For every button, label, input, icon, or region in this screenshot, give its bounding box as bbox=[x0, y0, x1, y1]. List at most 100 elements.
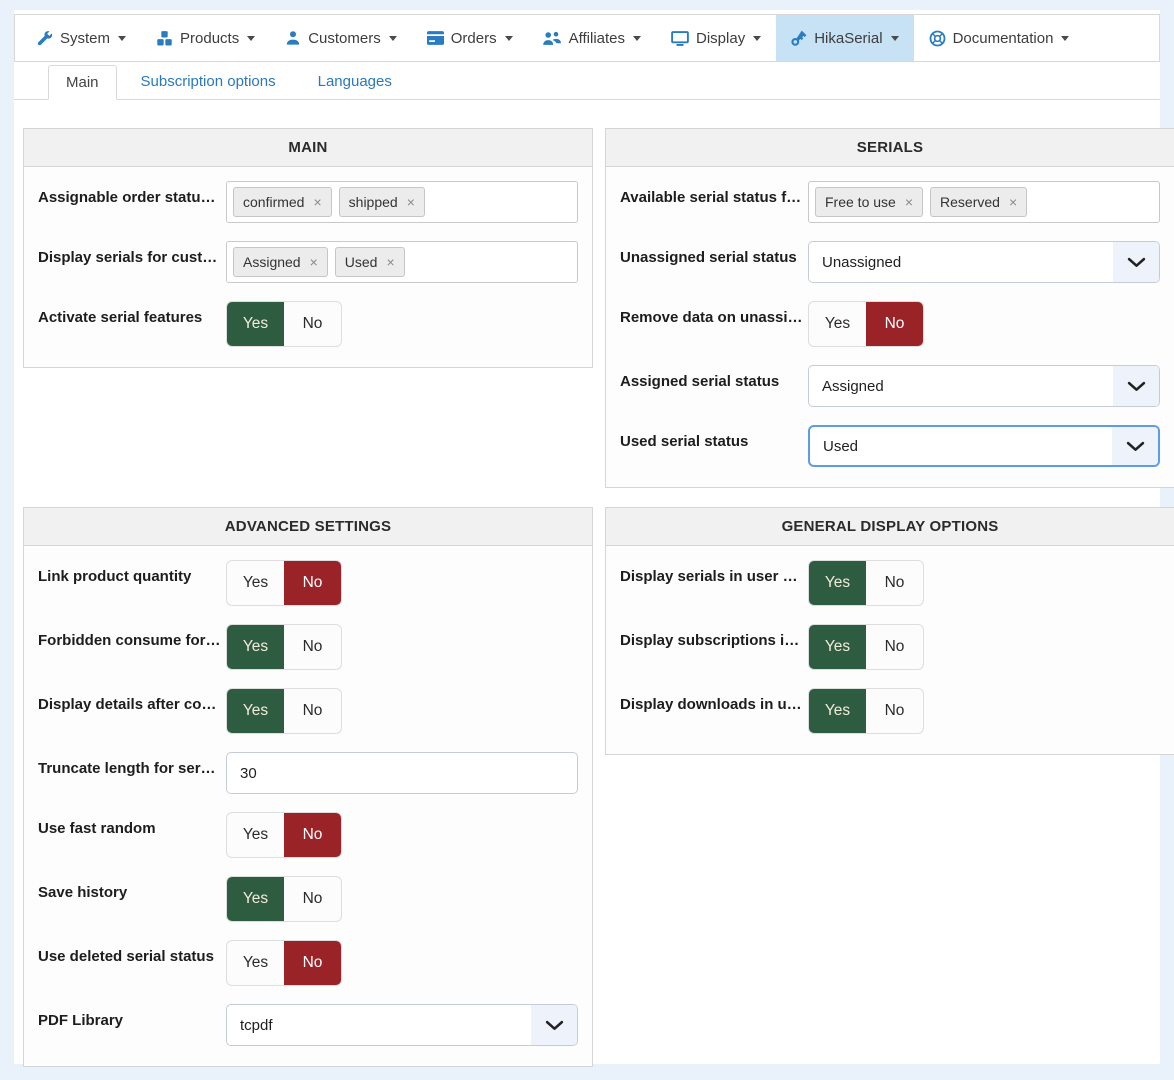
setting-row-display-downloads-in-u: Display downloads in u… Yes No bbox=[620, 688, 1160, 734]
yes-button[interactable]: Yes bbox=[227, 689, 284, 733]
no-button[interactable]: No bbox=[284, 813, 341, 857]
select-value: Unassigned bbox=[822, 253, 902, 271]
setting-label: Use deleted serial status bbox=[38, 948, 214, 965]
yes-no-toggle: Yes No bbox=[226, 812, 342, 858]
select-dropdown[interactable]: tcpdf bbox=[226, 1004, 578, 1046]
panel-advanced-settings: ADVANCED SETTINGS Link product quantity Ye… bbox=[23, 507, 593, 1067]
setting-row-display-serials-for-cust: Display serials for cust… Assigned × Used × bbox=[38, 241, 578, 283]
remove-tag-icon[interactable]: × bbox=[309, 254, 318, 270]
yes-button[interactable]: Yes bbox=[227, 877, 284, 921]
yes-button[interactable]: Yes bbox=[809, 625, 866, 669]
yes-button[interactable]: Yes bbox=[227, 561, 284, 605]
remove-tag-icon[interactable]: × bbox=[313, 194, 322, 210]
tag-chip-label: Used bbox=[344, 254, 378, 270]
menu-item-products[interactable]: Products bbox=[141, 15, 270, 61]
caret-down-icon bbox=[890, 35, 899, 41]
no-button[interactable]: No bbox=[284, 689, 341, 733]
menu-item-hikaserial[interactable]: HikaSerial bbox=[776, 15, 914, 61]
yes-button[interactable]: Yes bbox=[227, 941, 284, 985]
tab-subscription-options[interactable]: Subscription options bbox=[140, 73, 276, 90]
no-button[interactable]: No bbox=[866, 625, 923, 669]
setting-label: Display serials for cust… bbox=[38, 249, 218, 266]
chevron-down-icon bbox=[1113, 366, 1159, 406]
setting-label: Activate serial features bbox=[38, 309, 203, 326]
panel-title: SERIALS bbox=[606, 129, 1174, 167]
yes-button[interactable]: Yes bbox=[227, 302, 284, 346]
remove-tag-icon[interactable]: × bbox=[1008, 194, 1018, 210]
lifering-icon bbox=[929, 30, 946, 47]
setting-row-display-serials-in-user: Display serials in user … Yes No bbox=[620, 560, 1160, 606]
tag-chip-label: Free to use bbox=[825, 194, 896, 210]
menu-item-affiliates[interactable]: Affiliates bbox=[528, 15, 656, 61]
menu-item-customers[interactable]: Customers bbox=[270, 15, 412, 61]
menu-bar: System Products Customers Orders Affiliates D… bbox=[14, 14, 1160, 62]
menu-item-orders[interactable]: Orders bbox=[412, 15, 528, 61]
setting-row-display-subscriptions-i: Display subscriptions i… Yes No bbox=[620, 624, 1160, 670]
tags-input[interactable]: Free to use × Reserved × bbox=[808, 181, 1160, 223]
menu-item-label: Documentation bbox=[952, 29, 1054, 47]
select-value: Used bbox=[823, 437, 859, 455]
select-dropdown[interactable]: Unassigned bbox=[808, 241, 1160, 283]
no-button[interactable]: No bbox=[284, 941, 341, 985]
tag-chip-label: confirmed bbox=[243, 194, 305, 210]
yes-no-toggle: Yes No bbox=[226, 560, 342, 606]
setting-label: Display serials in user … bbox=[620, 568, 798, 585]
setting-row-remove-data-on-unassi: Remove data on unassi… Yes No bbox=[620, 301, 1160, 347]
yes-button[interactable]: Yes bbox=[809, 689, 866, 733]
tab-main[interactable]: Main bbox=[48, 65, 117, 100]
no-button[interactable]: No bbox=[866, 689, 923, 733]
yes-button[interactable]: Yes bbox=[227, 813, 284, 857]
yes-button[interactable]: Yes bbox=[809, 302, 866, 346]
remove-tag-icon[interactable]: × bbox=[406, 194, 415, 210]
admin-content-area: System Products Customers Orders Affiliates D… bbox=[14, 10, 1174, 1067]
panel-general-display-options: GENERAL DISPLAY OPTIONS Display serials i… bbox=[605, 507, 1174, 755]
yes-no-toggle: Yes No bbox=[226, 876, 342, 922]
menu-item-system[interactable]: System bbox=[21, 15, 141, 61]
yes-button[interactable]: Yes bbox=[809, 561, 866, 605]
setting-row-activate-serial-features: Activate serial features Yes No bbox=[38, 301, 578, 347]
menu-item-display[interactable]: Display bbox=[656, 15, 776, 61]
setting-row-truncate-length-for-ser: Truncate length for ser… bbox=[38, 752, 578, 794]
yes-no-toggle: Yes No bbox=[226, 688, 342, 734]
no-button[interactable]: No bbox=[866, 561, 923, 605]
setting-label: Save history bbox=[38, 884, 128, 901]
setting-label: Available serial status f… bbox=[620, 189, 802, 206]
select-dropdown[interactable]: Assigned bbox=[808, 365, 1160, 407]
caret-down-icon bbox=[633, 35, 642, 41]
no-button[interactable]: No bbox=[284, 561, 341, 605]
remove-tag-icon[interactable]: × bbox=[386, 254, 395, 270]
remove-tag-icon[interactable]: × bbox=[904, 194, 914, 210]
yes-button[interactable]: Yes bbox=[227, 625, 284, 669]
no-button[interactable]: No bbox=[284, 302, 341, 346]
card-icon bbox=[426, 31, 444, 45]
caret-down-icon bbox=[118, 35, 127, 41]
setting-label: Remove data on unassi… bbox=[620, 309, 803, 326]
chevron-down-icon bbox=[1112, 427, 1158, 465]
caret-down-icon bbox=[388, 35, 397, 41]
no-button[interactable]: No bbox=[284, 877, 341, 921]
tab-bar: Main Subscription options Languages bbox=[14, 62, 1160, 100]
no-button[interactable]: No bbox=[284, 625, 341, 669]
menu-item-label: HikaSerial bbox=[814, 29, 883, 47]
setting-row-display-details-after-co: Display details after co… Yes No bbox=[38, 688, 578, 734]
caret-down-icon bbox=[1061, 35, 1070, 41]
panel-title: GENERAL DISPLAY OPTIONS bbox=[606, 508, 1174, 546]
setting-row-available-serial-status-f: Available serial status f… Free to use × Re… bbox=[620, 181, 1160, 223]
setting-row-used-serial-status: Used serial status Used bbox=[620, 425, 1160, 467]
no-button[interactable]: No bbox=[866, 302, 923, 346]
tags-input[interactable]: confirmed × shipped × bbox=[226, 181, 578, 223]
select-dropdown[interactable]: Used bbox=[808, 425, 1160, 467]
setting-row-save-history: Save history Yes No bbox=[38, 876, 578, 922]
key-icon bbox=[791, 30, 807, 46]
setting-row-pdf-library: PDF Library tcpdf bbox=[38, 1004, 578, 1046]
setting-row-link-product-quantity: Link product quantity Yes No bbox=[38, 560, 578, 606]
menu-item-label: Affiliates bbox=[568, 29, 626, 47]
select-value: Assigned bbox=[822, 377, 884, 395]
users-icon bbox=[542, 31, 562, 46]
panel-title: ADVANCED SETTINGS bbox=[24, 508, 592, 546]
tab-languages[interactable]: Languages bbox=[317, 73, 392, 90]
menu-item-documentation[interactable]: Documentation bbox=[914, 15, 1085, 61]
setting-row-use-fast-random: Use fast random Yes No bbox=[38, 812, 578, 858]
text-input[interactable] bbox=[226, 752, 578, 794]
tags-input[interactable]: Assigned × Used × bbox=[226, 241, 578, 283]
